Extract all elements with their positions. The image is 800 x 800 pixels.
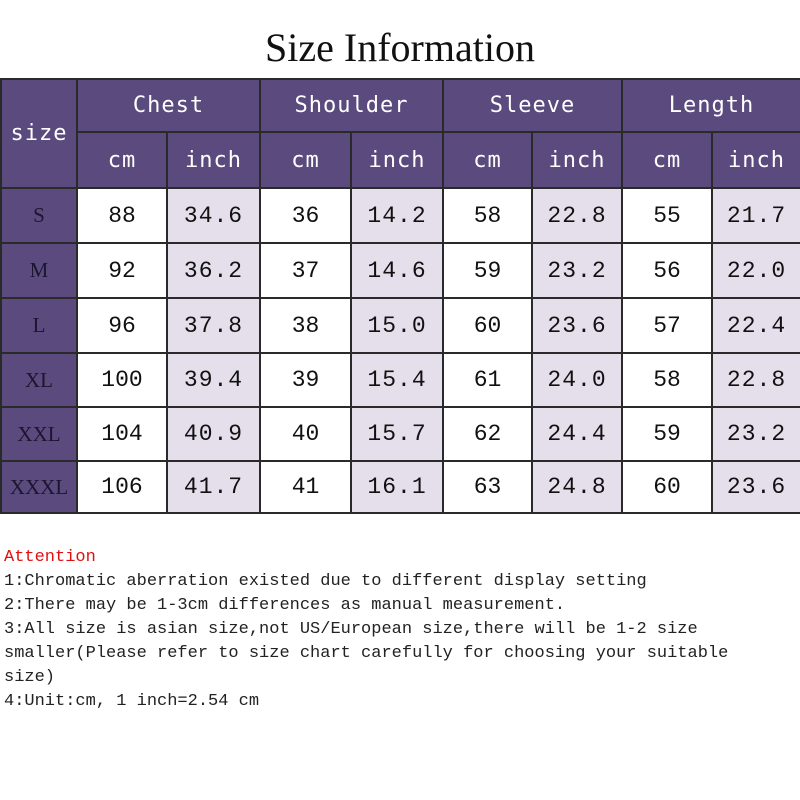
note-line: 4:Unit:cm, 1 inch=2.54 cm bbox=[4, 692, 260, 711]
unit-header: cm bbox=[259, 131, 353, 189]
measure-cell: 58 bbox=[621, 352, 714, 408]
note-line: 3:All size is asian size,not US/European… bbox=[4, 620, 729, 687]
measure-cell: 34.6 bbox=[165, 187, 262, 244]
measure-cell: 59 bbox=[621, 406, 714, 462]
unit-header: inch bbox=[350, 131, 445, 189]
measure-cell: 61 bbox=[442, 352, 534, 408]
measure-cell: 55 bbox=[621, 187, 714, 244]
size-row: L 96 37.8 38 15.0 60 23.6 57 22.4 bbox=[0, 297, 800, 354]
measure-cell: 36.2 bbox=[165, 242, 262, 299]
measure-cell: 22.0 bbox=[711, 242, 800, 299]
measure-cell: 40 bbox=[259, 406, 353, 462]
notes: Attention 1:Chromatic aberration existed… bbox=[4, 546, 776, 714]
measure-cell: 57 bbox=[621, 297, 714, 354]
measure-cell: 96 bbox=[76, 297, 168, 354]
group-header: Chest bbox=[75, 78, 262, 133]
measure-cell: 15.7 bbox=[350, 406, 445, 462]
note-line: 2:There may be 1-3cm differences as manu… bbox=[4, 596, 566, 615]
group-header: Shoulder bbox=[259, 78, 445, 133]
measure-cell: 14.2 bbox=[350, 187, 445, 244]
measure-cell: 22.4 bbox=[711, 297, 800, 354]
measure-cell: 62 bbox=[442, 406, 534, 462]
unit-header: inch bbox=[711, 131, 800, 189]
measure-cell: 22.8 bbox=[711, 352, 800, 408]
size-row: S 88 34.6 36 14.2 58 22.8 55 21.7 bbox=[0, 187, 800, 244]
size-label: S bbox=[0, 187, 78, 244]
size-label: XXXL bbox=[0, 460, 78, 514]
measure-cell: 59 bbox=[442, 242, 534, 299]
header-row: size Chest Shoulder Sleeve Length bbox=[0, 78, 800, 189]
measure-cell: 60 bbox=[621, 460, 714, 514]
measure-cell: 104 bbox=[76, 406, 168, 462]
measure-cell: 22.8 bbox=[531, 187, 624, 244]
measure-cell: 23.2 bbox=[711, 406, 800, 462]
measure-cell: 41 bbox=[259, 460, 353, 514]
measure-cell: 15.0 bbox=[350, 297, 445, 354]
size-table: size Chest Shoulder Sleeve Length cm inch cm inc… bbox=[0, 78, 800, 514]
unit-header: cm bbox=[621, 131, 714, 189]
measure-cell: 41.7 bbox=[165, 460, 262, 514]
measure-cell: 40.9 bbox=[165, 406, 262, 462]
measure-cell: 21.7 bbox=[711, 187, 800, 244]
measure-cell: 23.6 bbox=[711, 460, 800, 514]
measure-cell: 58 bbox=[442, 187, 534, 244]
unit-header: inch bbox=[531, 131, 624, 189]
size-row: M 92 36.2 37 14.6 59 23.2 56 22.0 bbox=[0, 242, 800, 299]
group-header: Length bbox=[621, 78, 800, 133]
measure-cell: 37 bbox=[259, 242, 353, 299]
measure-cell: 88 bbox=[76, 187, 168, 244]
measure-cell: 37.8 bbox=[165, 297, 262, 354]
group-header: Sleeve bbox=[442, 78, 624, 133]
measure-cell: 92 bbox=[76, 242, 168, 299]
unit-header: cm bbox=[442, 131, 534, 189]
measure-cell: 23.6 bbox=[531, 297, 624, 354]
measure-cell: 38 bbox=[259, 297, 353, 354]
size-row: XXL 104 40.9 40 15.7 62 24.4 59 23.2 bbox=[0, 406, 800, 462]
size-row: XXXL 106 41.7 41 16.1 63 24.8 60 23.6 bbox=[0, 460, 800, 514]
measure-cell: 24.4 bbox=[531, 406, 624, 462]
measure-cell: 14.6 bbox=[350, 242, 445, 299]
measure-cell: 56 bbox=[621, 242, 714, 299]
size-label: XL bbox=[0, 352, 78, 408]
size-label: L bbox=[0, 297, 78, 354]
measure-cell: 60 bbox=[442, 297, 534, 354]
measure-cell: 63 bbox=[442, 460, 534, 514]
measure-cell: 39 bbox=[259, 352, 353, 408]
corner-cell: size bbox=[0, 78, 78, 189]
unit-row: cm inch cm inch cm inch cm inch bbox=[1, 131, 800, 189]
measure-cell: 16.1 bbox=[350, 460, 445, 514]
measure-cell: 106 bbox=[76, 460, 168, 514]
size-row: XL 100 39.4 39 15.4 61 24.0 58 22.8 bbox=[0, 352, 800, 408]
size-label: M bbox=[0, 242, 78, 299]
size-label: XXL bbox=[0, 406, 78, 462]
note-line: 1:Chromatic aberration existed due to di… bbox=[4, 572, 647, 591]
title: Size Information bbox=[265, 25, 535, 70]
unit-header: cm bbox=[76, 131, 168, 189]
measure-cell: 39.4 bbox=[165, 352, 262, 408]
measure-cell: 24.0 bbox=[531, 352, 624, 408]
measure-cell: 24.8 bbox=[531, 460, 624, 514]
measure-cell: 100 bbox=[76, 352, 168, 408]
notes-heading: Attention bbox=[4, 548, 96, 567]
measure-cell: 15.4 bbox=[350, 352, 445, 408]
unit-header: inch bbox=[165, 131, 262, 189]
measure-cell: 23.2 bbox=[531, 242, 624, 299]
measure-cell: 36 bbox=[259, 187, 353, 244]
